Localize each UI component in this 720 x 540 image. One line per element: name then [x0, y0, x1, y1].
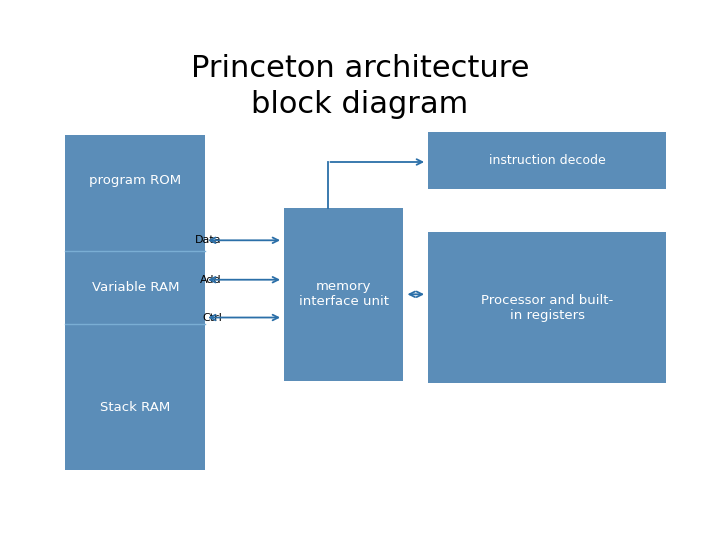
Text: instruction decode: instruction decode [489, 154, 606, 167]
Text: program ROM: program ROM [89, 174, 181, 187]
Text: Add: Add [200, 275, 222, 285]
Bar [428, 232, 666, 383]
Text: Ctrl: Ctrl [202, 313, 222, 322]
Text: memory
interface unit: memory interface unit [299, 280, 389, 308]
Text: Processor and built-
in registers: Processor and built- in registers [481, 294, 613, 322]
Text: Data: Data [195, 235, 222, 245]
Text: Variable RAM: Variable RAM [91, 281, 179, 294]
Text: Princeton architecture
block diagram: Princeton architecture block diagram [191, 54, 529, 119]
Bar [284, 208, 403, 381]
Bar [65, 135, 205, 470]
Text: Stack RAM: Stack RAM [100, 401, 171, 414]
Bar [428, 132, 666, 189]
